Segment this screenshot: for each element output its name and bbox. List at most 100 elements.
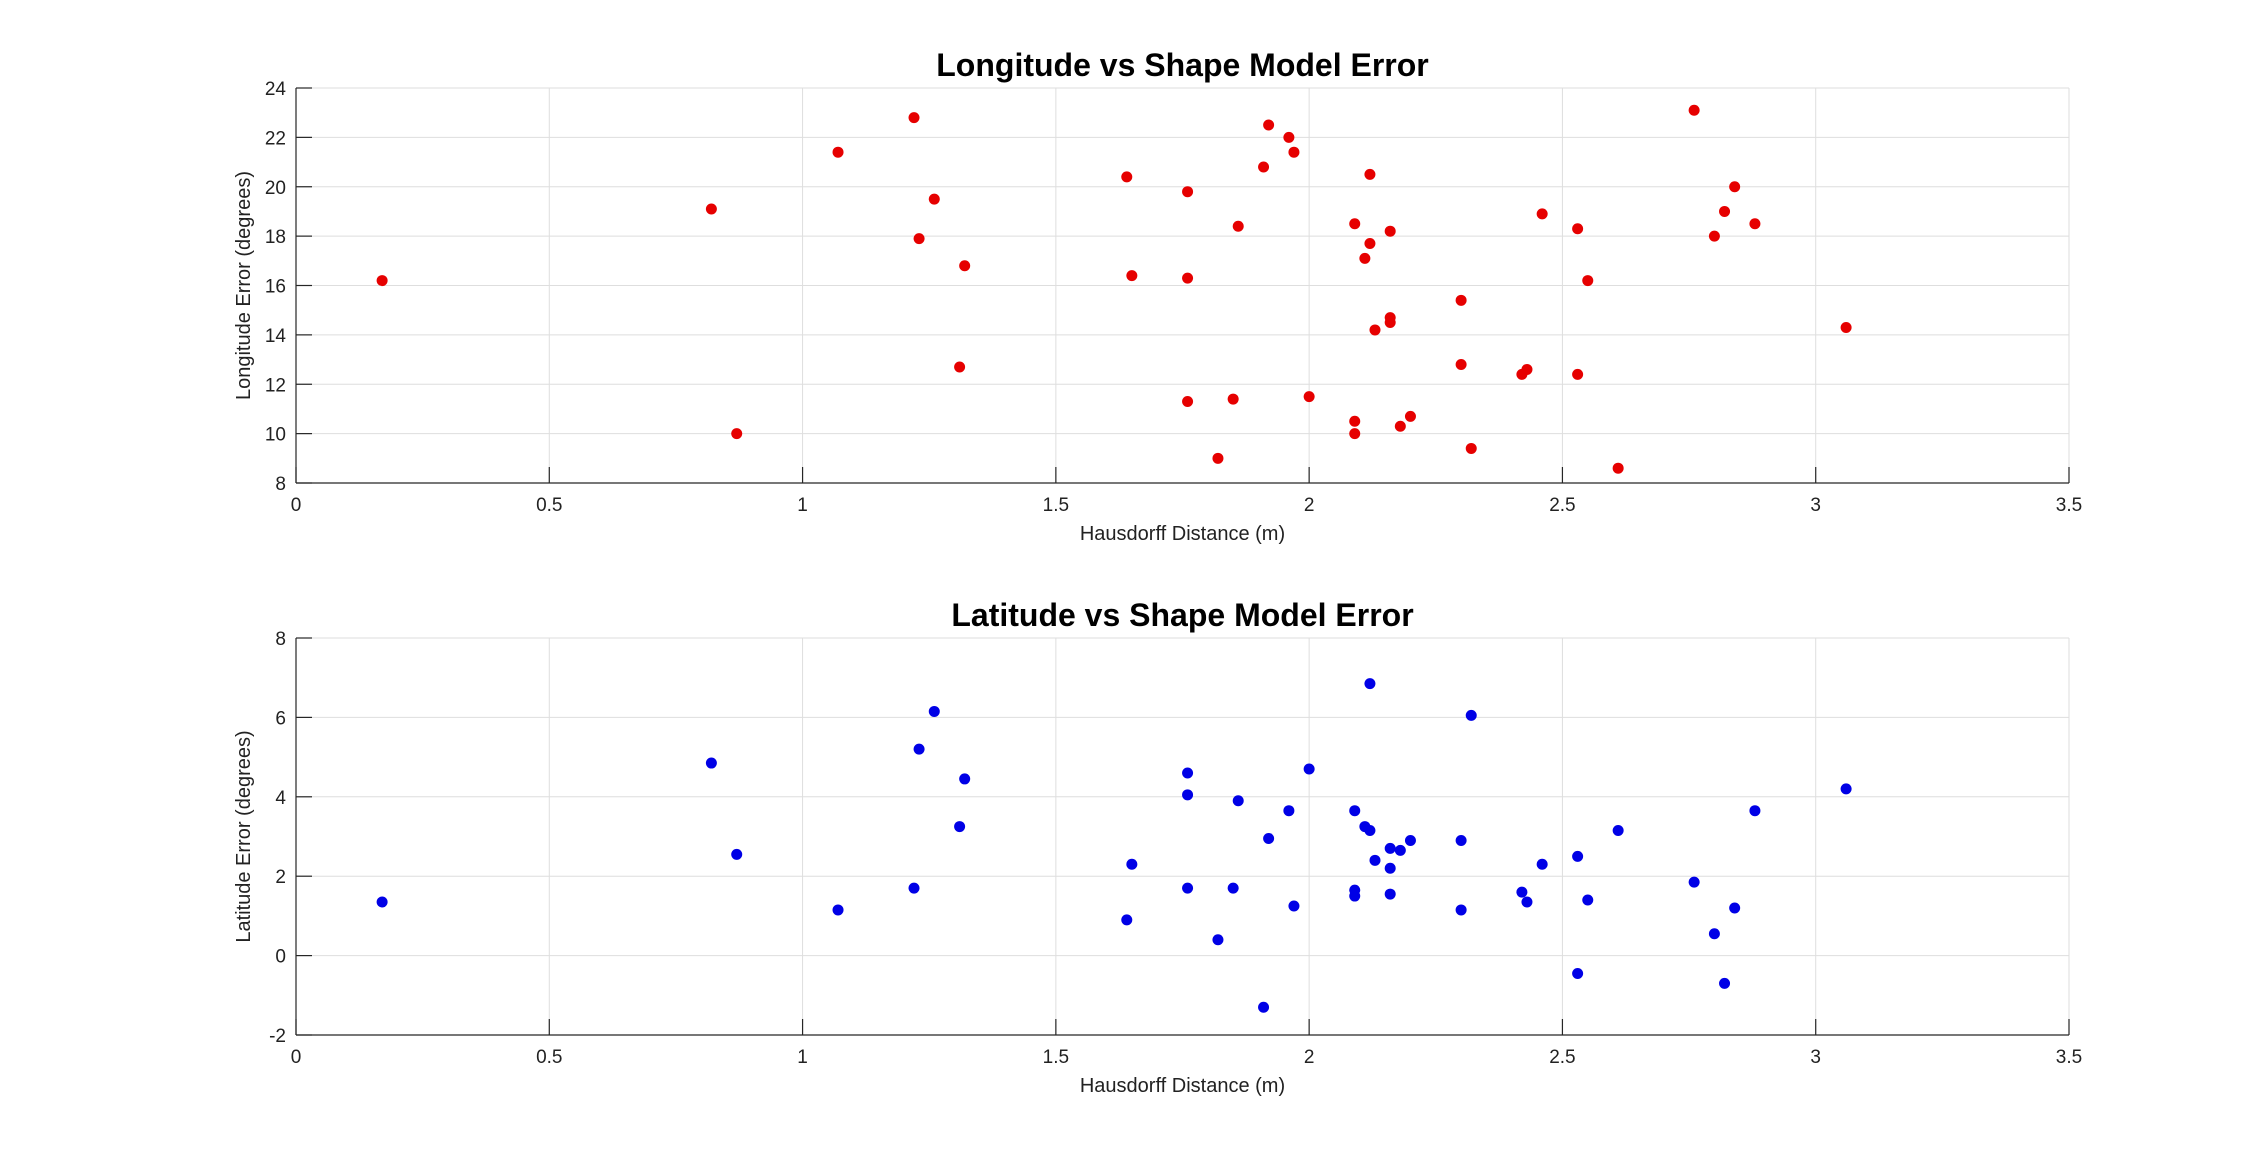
longitude-data-point: [1232, 220, 1244, 232]
longitude-data-point: [1283, 131, 1295, 143]
longitude-data-point: [928, 193, 940, 205]
longitude-data-point: [1612, 462, 1624, 474]
latitude-data-point: [1182, 767, 1194, 779]
latitude-data-point: [1536, 858, 1548, 870]
longitude-data-point: [1749, 218, 1761, 230]
latitude-data-point: [1303, 763, 1315, 775]
longitude-x-tick-label: 2: [1304, 495, 1315, 516]
longitude-data-point: [954, 361, 966, 373]
latitude-data-point: [1182, 789, 1194, 801]
latitude-data-point: [959, 773, 971, 785]
latitude-data-point: [1258, 1001, 1270, 1013]
latitude-data-point: [1688, 876, 1700, 888]
longitude-y-axis-label: Longitude Error (degrees): [233, 171, 255, 400]
longitude-data-point: [1359, 252, 1371, 264]
longitude-data-point: [1303, 391, 1315, 403]
longitude-data-point: [1688, 104, 1700, 116]
longitude-y-tick-label: 22: [265, 128, 286, 149]
latitude-data-point: [832, 904, 844, 916]
latitude-data-point: [913, 743, 925, 755]
longitude-data-point: [1384, 225, 1396, 237]
latitude-y-tick-label: -2: [269, 1026, 286, 1047]
longitude-data-point: [1182, 186, 1194, 198]
latitude-data-point: [1364, 825, 1376, 837]
longitude-data-point: [1126, 270, 1138, 282]
longitude-x-axis-label: Hausdorff Distance (m): [1080, 523, 1285, 545]
longitude-data-point: [1182, 272, 1194, 284]
latitude-data-point: [1384, 862, 1396, 874]
latitude-data-point: [1521, 896, 1533, 908]
latitude-data-point: [1369, 854, 1381, 866]
longitude-x-tick-label: 0: [291, 495, 302, 516]
longitude-data-point: [1729, 181, 1741, 193]
latitude-data-point: [954, 821, 966, 833]
latitude-data-point: [1404, 834, 1416, 846]
longitude-y-tick-label: 20: [265, 178, 286, 199]
latitude-data-point: [1263, 832, 1275, 844]
longitude-data-point: [1349, 218, 1361, 230]
latitude-y-axis-label: Latitude Error (degrees): [233, 730, 255, 942]
longitude-data-point: [1719, 205, 1731, 217]
longitude-data-point: [1840, 321, 1852, 333]
longitude-y-tick-label: 8: [275, 474, 286, 495]
latitude-data-point: [928, 705, 940, 717]
latitude-data-point: [1394, 844, 1406, 856]
latitude-data-point: [1749, 805, 1761, 817]
latitude-data-point: [1455, 904, 1467, 916]
latitude-data-point: [1572, 967, 1584, 979]
longitude-chart-title: Longitude vs Shape Model Error: [936, 47, 1429, 83]
latitude-data-point: [1729, 902, 1741, 914]
longitude-y-tick-label: 10: [265, 425, 286, 446]
latitude-data-point: [1516, 886, 1528, 898]
latitude-x-tick-label: 0.5: [536, 1047, 562, 1068]
longitude-data-point: [1121, 171, 1133, 183]
longitude-y-tick-label: 18: [265, 227, 286, 248]
latitude-data-point: [1288, 900, 1300, 912]
longitude-data-point: [1263, 119, 1275, 131]
longitude-data-point: [1212, 452, 1224, 464]
latitude-data-point: [1708, 928, 1720, 940]
longitude-data-point: [1227, 393, 1239, 405]
latitude-x-tick-label: 3.5: [2056, 1047, 2082, 1068]
latitude-plot-area: [296, 638, 2069, 1035]
latitude-y-tick-label: 8: [275, 629, 286, 650]
latitude-data-point: [1455, 834, 1467, 846]
longitude-data-point: [1364, 168, 1376, 180]
latitude-data-point: [1582, 894, 1594, 906]
longitude-data-point: [908, 112, 920, 124]
latitude-x-tick-label: 1.5: [1043, 1047, 1069, 1068]
latitude-x-axis-label: Hausdorff Distance (m): [1080, 1075, 1285, 1097]
latitude-data-point: [1572, 850, 1584, 862]
longitude-data-point: [1455, 359, 1467, 370]
longitude-data-point: [705, 203, 717, 215]
longitude-x-tick-label: 1.5: [1043, 495, 1069, 516]
latitude-data-point: [376, 896, 388, 908]
latitude-x-tick-label: 0: [291, 1047, 302, 1068]
longitude-y-tick-label: 12: [265, 375, 286, 396]
longitude-data-point: [1572, 368, 1584, 380]
latitude-data-point: [1121, 914, 1133, 926]
longitude-data-point: [1182, 396, 1194, 408]
longitude-data-point: [1288, 146, 1300, 158]
longitude-data-point: [913, 233, 925, 245]
latitude-data-point: [731, 848, 743, 860]
longitude-scatter-plot: 0 0.5 1 1.5 2 2.5 3 3.5 8 10 12 14 16 18 20 22 24 Longitu…: [233, 47, 2082, 545]
longitude-data-point: [731, 428, 743, 440]
latitude-y-tick-label: 2: [275, 867, 286, 888]
latitude-data-point: [1719, 977, 1731, 989]
longitude-data-point: [1536, 208, 1548, 220]
latitude-data-point: [1182, 882, 1194, 894]
longitude-y-tick-label: 14: [265, 326, 287, 347]
latitude-data-point: [1612, 825, 1624, 837]
latitude-data-point: [1232, 795, 1244, 807]
longitude-data-point: [1582, 275, 1594, 287]
longitude-data-point: [1404, 410, 1416, 422]
latitude-data-point: [1349, 884, 1361, 896]
longitude-x-tick-label: 2.5: [1549, 495, 1575, 516]
longitude-x-tick-label: 0.5: [536, 495, 562, 516]
longitude-x-tick-label: 3.5: [2056, 495, 2082, 516]
latitude-y-tick-label: 0: [275, 947, 286, 968]
longitude-data-point: [959, 260, 971, 272]
